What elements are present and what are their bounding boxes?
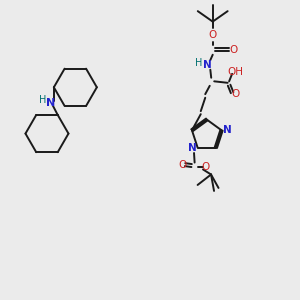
Text: N: N: [223, 125, 231, 135]
Text: H: H: [195, 58, 202, 68]
Text: OH: OH: [228, 68, 244, 77]
Text: N: N: [203, 60, 212, 70]
Text: O: O: [202, 162, 210, 172]
Text: N: N: [46, 98, 56, 108]
Text: N: N: [188, 143, 197, 153]
Text: O: O: [230, 45, 238, 55]
Text: O: O: [208, 30, 217, 40]
Text: O: O: [232, 89, 240, 99]
Text: H: H: [39, 95, 46, 105]
Text: O: O: [178, 160, 186, 170]
